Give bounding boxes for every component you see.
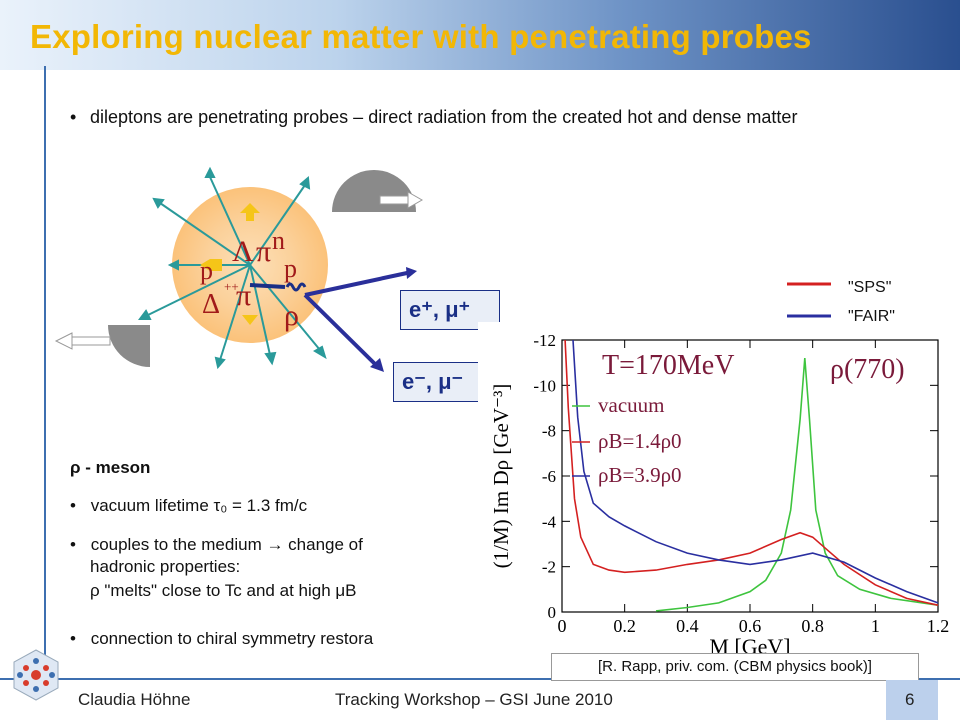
citation: [R. Rapp, priv. com. (CBM physics book)] bbox=[551, 653, 919, 681]
series-line bbox=[572, 339, 939, 604]
slide-title: Exploring nuclear matter with penetratin… bbox=[30, 18, 812, 55]
x-axis-label: M [GeV] bbox=[709, 634, 790, 654]
cbm-logo bbox=[13, 649, 59, 701]
x-tick-label: 1 bbox=[871, 616, 880, 636]
x-tick-label: 0 bbox=[558, 616, 567, 636]
label-p1: p bbox=[200, 256, 213, 285]
bullet-3: • connection to chiral symmetry restora bbox=[70, 628, 373, 649]
bullet-dot: • bbox=[70, 535, 76, 554]
nucleus-lower bbox=[108, 325, 150, 367]
label-rho: ρ bbox=[284, 299, 299, 332]
bullet-1: • vacuum lifetime τ₀ = 1.3 fm/c bbox=[70, 495, 307, 516]
y-axis-label: (1/M) Im Dρ [GeV⁻³] bbox=[489, 384, 513, 569]
footer-event: Tracking Workshop – GSI June 2010 bbox=[335, 690, 613, 709]
y-tick-label: -8 bbox=[542, 422, 556, 441]
legend-fair-label: "FAIR" bbox=[848, 308, 895, 325]
top-bullet-text: dileptons are penetrating probes – direc… bbox=[90, 107, 798, 127]
label-pi2: π bbox=[236, 279, 251, 312]
rho-heading: ρ - meson bbox=[70, 457, 150, 478]
annotation-temperature: T=170MeV bbox=[602, 350, 734, 381]
x-tick-label: 0.8 bbox=[801, 616, 824, 636]
page-number-box bbox=[886, 680, 938, 720]
arrow-right-icon bbox=[379, 191, 424, 209]
bullet-2-line3: ρ "melts" close to Tc and at high μB bbox=[90, 581, 357, 600]
x-tick-label: 1.2 bbox=[927, 616, 950, 636]
rho-heading-text: ρ - meson bbox=[70, 458, 151, 477]
bullet-2: • couples to the medium → change of bbox=[70, 534, 363, 555]
legend-label: ρB=3.9ρ0 bbox=[598, 463, 682, 487]
rho-decay bbox=[249, 267, 417, 372]
nucleus-upper bbox=[332, 170, 416, 212]
legend-label: vacuum bbox=[598, 393, 664, 417]
series-line bbox=[655, 358, 939, 612]
bullet-dot: • bbox=[70, 107, 77, 127]
label-plusplus: ++ bbox=[224, 279, 239, 294]
bullet-dot: • bbox=[70, 496, 76, 515]
page-number: 6 bbox=[905, 690, 915, 709]
legend-label: ρB=1.4ρ0 bbox=[598, 429, 682, 453]
y-tick-label: -12 bbox=[533, 331, 556, 350]
y-tick-label: -6 bbox=[542, 467, 556, 486]
arrow-left-icon bbox=[54, 332, 111, 350]
y-tick-label: -2 bbox=[542, 558, 556, 577]
top-legend-lines bbox=[787, 282, 831, 318]
particle-arrows bbox=[138, 166, 327, 370]
header-bar bbox=[0, 0, 960, 70]
y-tick-label: -4 bbox=[542, 512, 557, 531]
bullet-dot: • bbox=[70, 629, 76, 648]
footer-divider bbox=[0, 678, 960, 680]
bullet-3-text: connection to chiral symmetry restora bbox=[90, 629, 374, 648]
label-pi1: π bbox=[256, 235, 271, 268]
y-tick-label: -10 bbox=[533, 376, 556, 395]
bullet-2-text: couples to the medium → change of bbox=[90, 535, 363, 554]
legend-sps-label: "SPS" bbox=[848, 279, 892, 296]
label-delta: Δ bbox=[202, 289, 220, 320]
yellow-arrows bbox=[200, 203, 260, 325]
label-n: n bbox=[272, 226, 285, 255]
x-tick-label: 0.4 bbox=[676, 616, 699, 636]
x-tick-label: 0.6 bbox=[739, 616, 762, 636]
collision-illustration: Λ π n p p ++ Δ π ρ bbox=[54, 166, 424, 372]
x-tick-label: 0.2 bbox=[613, 616, 636, 636]
y-tick-label: 0 bbox=[548, 603, 557, 622]
bullet-2-line2: hadronic properties: bbox=[90, 557, 241, 576]
spectral-function-plot: 0 0.2 0.4 0.6 0.8 1 1.2 -12 -10 -8 -6 -4 -2 0 T=170MeV… bbox=[478, 322, 956, 659]
lepton-minus-box: e⁻, μ⁻ bbox=[393, 362, 493, 402]
bullet-1-text: vacuum lifetime τ₀ = 1.3 fm/c bbox=[90, 496, 308, 515]
label-lambda: Λ bbox=[232, 235, 254, 268]
annotation-rho: ρ(770) bbox=[830, 354, 905, 385]
footer-author: Claudia Höhne bbox=[78, 690, 191, 709]
chart-svg: 0 0.2 0.4 0.6 0.8 1 1.2 -12 -10 -8 -6 -4 -2 0 T=170MeV… bbox=[489, 331, 950, 659]
label-p2: p bbox=[284, 254, 297, 283]
left-divider bbox=[44, 66, 46, 678]
